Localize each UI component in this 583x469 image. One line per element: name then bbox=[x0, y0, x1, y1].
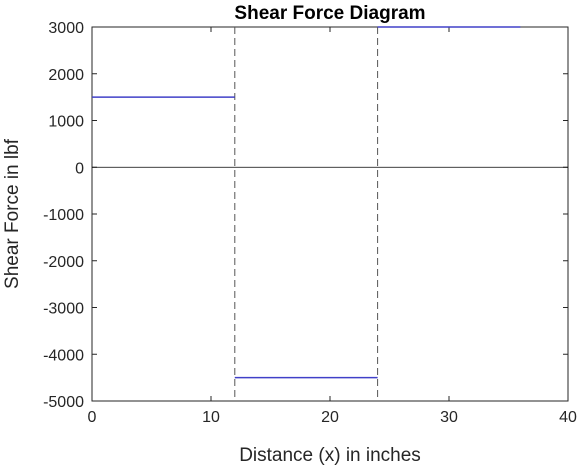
x-tick-label: 0 bbox=[88, 409, 97, 426]
y-axis-label: Shear Force in lbf bbox=[2, 138, 23, 289]
x-tick-label: 10 bbox=[202, 409, 220, 426]
y-tick-label: 1000 bbox=[48, 114, 84, 131]
y-tick-label: -1000 bbox=[43, 207, 84, 224]
y-tick-label: -4000 bbox=[43, 347, 84, 364]
y-tick-label: 2000 bbox=[48, 67, 84, 84]
y-tick-label: -5000 bbox=[43, 394, 84, 411]
plot-frame bbox=[91, 26, 569, 402]
chart-title: Shear Force Diagram bbox=[234, 3, 425, 24]
y-tick-label: -3000 bbox=[43, 301, 84, 318]
y-tick-label: 3000 bbox=[48, 20, 84, 37]
plot-area: 0 10 20 30 40 3000 2000 1000 0 -1000 -2000 -3000 -40… bbox=[43, 20, 577, 426]
y-tick-label: 0 bbox=[75, 160, 84, 177]
x-axis-label: Distance (x) in inches bbox=[239, 445, 421, 466]
x-tick-label: 20 bbox=[321, 409, 339, 426]
x-tick-label: 30 bbox=[440, 409, 458, 426]
x-tick-label: 40 bbox=[559, 409, 577, 426]
y-tick-label: -2000 bbox=[43, 254, 84, 271]
